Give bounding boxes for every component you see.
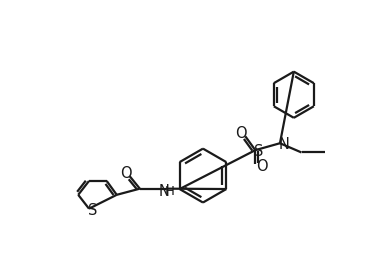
Text: N: N	[278, 137, 289, 152]
Text: O: O	[256, 159, 267, 174]
Text: S: S	[254, 144, 263, 159]
Text: O: O	[235, 126, 247, 142]
Text: H: H	[165, 185, 175, 198]
Text: O: O	[120, 166, 132, 181]
Text: N: N	[159, 184, 170, 199]
Text: S: S	[88, 203, 98, 219]
